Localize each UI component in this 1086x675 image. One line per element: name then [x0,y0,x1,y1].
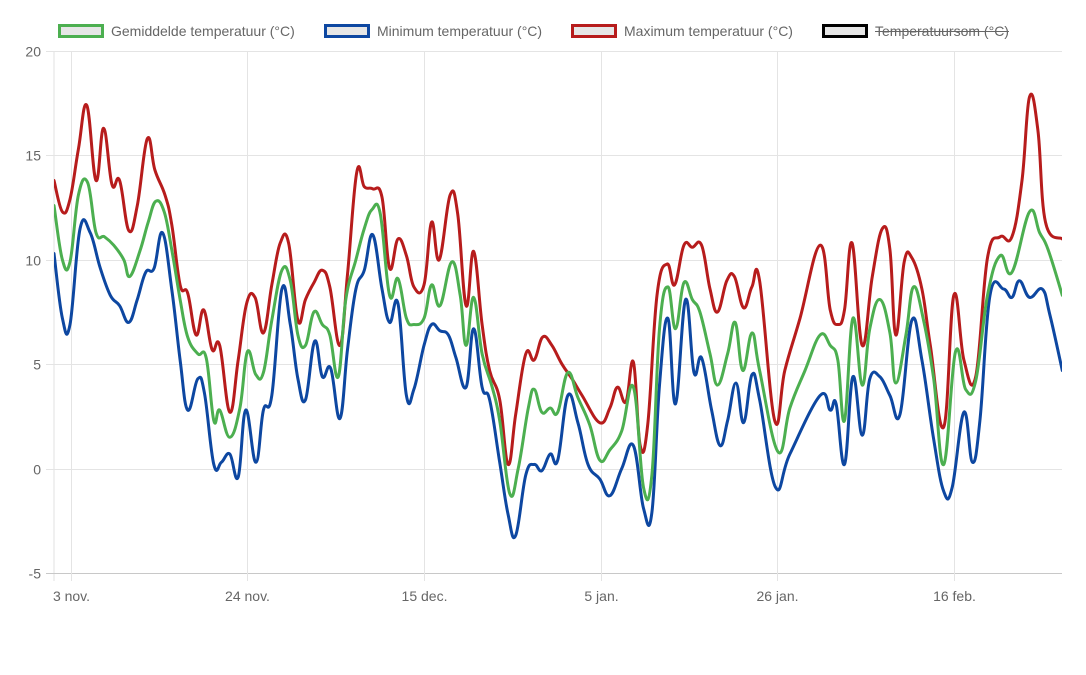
series-line-average [54,177,1062,502]
legend-label-minimum: Minimum temperatuur (°C) [377,23,543,39]
series-line-minimum [54,218,1062,540]
y-tick-label: 20 [25,44,41,60]
legend-item-average[interactable]: Gemiddelde temperatuur (°C) [58,20,295,42]
x-tick-label: 16 feb. [933,588,976,604]
legend-label-maximum: Maximum temperatuur (°C) [624,23,793,39]
chart-legend: Gemiddelde temperatuur (°C) Minimum temp… [0,20,1086,42]
chart-series [54,92,1062,540]
x-tick-label: 26 jan. [756,588,798,604]
legend-item-maximum[interactable]: Maximum temperatuur (°C) [571,20,793,42]
legend-label-average: Gemiddelde temperatuur (°C) [111,23,295,39]
series-line-maximum [54,92,1062,466]
x-axis: 3 nov. 24 nov. 15 dec. 5 jan. 26 jan. 16 feb. [53,588,976,604]
legend-label-temperature-sum: Temperatuursom (°C) [875,23,1009,39]
legend-item-temperature-sum[interactable]: Temperatuursom (°C) [822,20,1009,42]
y-tick-label: -5 [29,566,42,582]
x-tick-label: 5 jan. [584,588,618,604]
y-tick-label: 0 [33,462,41,478]
x-tick-label: 24 nov. [225,588,270,604]
legend-swatch-maximum [571,24,617,38]
legend-swatch-minimum [324,24,370,38]
y-axis: 20 15 10 5 0 -5 [25,44,41,582]
legend-swatch-average [58,24,104,38]
y-tick-label: 15 [25,148,41,164]
y-tick-label: 5 [33,357,41,373]
x-tick-label: 15 dec. [402,588,448,604]
legend-swatch-temperature-sum [822,24,868,38]
legend-item-minimum[interactable]: Minimum temperatuur (°C) [324,20,542,42]
y-tick-label: 10 [25,253,41,269]
x-tick-label: 3 nov. [53,588,90,604]
